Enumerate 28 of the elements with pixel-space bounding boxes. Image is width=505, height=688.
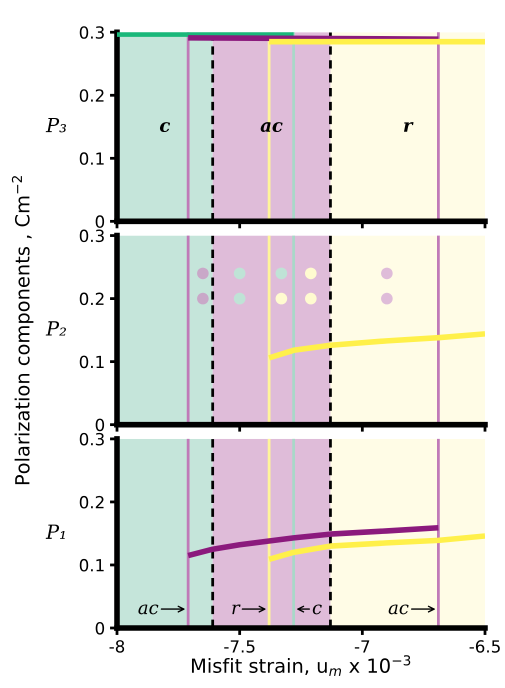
y-tick-label: 0.1 xyxy=(80,356,104,368)
y-tick-label: 0.3 xyxy=(80,230,104,242)
x-tick-label: -7 xyxy=(354,640,370,652)
x-tick-label: -7.5 xyxy=(224,640,254,653)
text: Polarization components , Cm$^{−2}$ xyxy=(12,176,34,484)
y-tick-label: 0.2 xyxy=(80,89,104,102)
y-tick-label: 0.2 xyxy=(80,292,104,306)
band-label: ac xyxy=(260,122,283,132)
x-axis-title: Misfit strain, u$_{m}$ x 10$^{−3}$ xyxy=(192,655,410,676)
annotation: ac xyxy=(388,604,409,614)
annotation: ac xyxy=(138,604,158,614)
y-tick-label: 0 xyxy=(96,418,104,432)
band-label: r xyxy=(404,122,414,132)
y-axis-title: P₃ xyxy=(46,118,66,132)
y-tick-label: 0.2 xyxy=(80,496,104,508)
annotation: r xyxy=(232,604,241,614)
y-axis-title: P₁ xyxy=(46,524,65,539)
y-tick-label: 0.3 xyxy=(80,432,104,446)
annotation: c xyxy=(312,604,322,614)
y-tick-label: 0 xyxy=(96,215,104,228)
y-axis-title: P₂ xyxy=(46,321,66,336)
band-label: c xyxy=(160,122,170,132)
y-tick-label: 0.1 xyxy=(80,558,104,572)
y-tick-label: 0 xyxy=(96,622,104,635)
x-tick-label: -8 xyxy=(110,640,124,653)
y-tick-label: 0.1 xyxy=(80,152,104,165)
x-tick-label: -6.5 xyxy=(470,640,500,653)
y-tick-label: 0.3 xyxy=(80,26,104,39)
